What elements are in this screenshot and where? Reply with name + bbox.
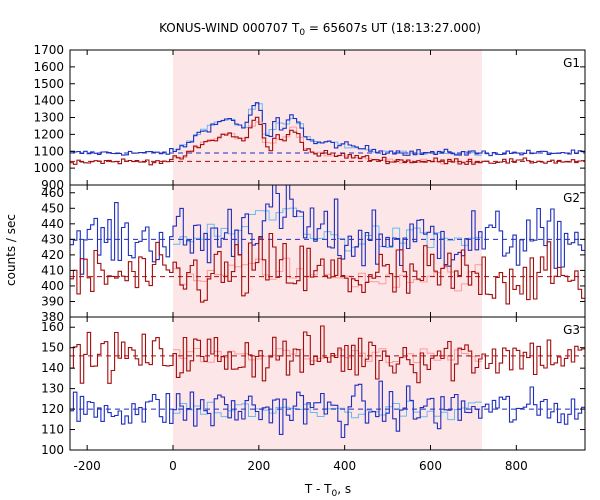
panel-g1: 900 1000 1100 1200 1300 1400 1500 1600 1700 G1 <box>33 43 586 192</box>
y-tick-label: 1000 <box>33 161 64 175</box>
y-tick-label: 1700 <box>33 43 64 57</box>
y-tick-label: 1100 <box>33 144 64 158</box>
panel-g2-red-series <box>70 232 585 305</box>
panel-g3-red-series <box>70 325 585 384</box>
panel-g2-red-fit <box>173 257 482 292</box>
panel-g3-blue-series <box>70 380 585 439</box>
panel-label-g2: G2 <box>563 191 580 205</box>
x-tick-label: 600 <box>419 459 442 473</box>
y-tick-label: 440 <box>41 217 64 231</box>
panel-g1-red-series <box>70 116 585 166</box>
y-tick-label: 1600 <box>33 60 64 74</box>
y-tick-label: 420 <box>41 248 64 262</box>
y-tick-label: 410 <box>41 263 64 277</box>
y-tick-label: 150 <box>41 341 64 355</box>
x-tick-label: 800 <box>505 459 528 473</box>
panel-label-g1: G1 <box>563 56 580 70</box>
panel-g3-frame <box>69 316 586 451</box>
y-tick-label: 1400 <box>33 94 64 108</box>
y-tick-label: 380 <box>41 310 64 324</box>
panel-g3: 100 110 120 130 140 150 160 G3 <box>41 316 586 457</box>
y-tick-label: 140 <box>41 361 64 375</box>
x-axis-label: T - T0, s <box>304 482 351 499</box>
y-tick-label: 900 <box>41 178 64 192</box>
x-axis: -200 0 200 400 600 800 <box>74 459 528 473</box>
y-axis-label: counts / sec <box>4 214 18 286</box>
chart-title: KONUS-WIND 000707 T0 = 65607s UT (18:13:… <box>159 21 481 38</box>
y-tick-label: 1500 <box>33 77 64 91</box>
trigger-interval-shade <box>173 50 482 450</box>
y-tick-label: 1200 <box>33 127 64 141</box>
y-tick-label: 390 <box>41 294 64 308</box>
y-tick-label: 100 <box>41 443 64 457</box>
y-tick-label: 430 <box>41 232 64 246</box>
panel-label-g3: G3 <box>563 323 580 337</box>
x-tick-label: 0 <box>169 459 177 473</box>
y-tick-label: 160 <box>41 320 64 334</box>
y-tick-label: 110 <box>41 423 64 437</box>
panels-group: 900 1000 1100 1200 1300 1400 1500 1600 1700 G1 380… <box>33 43 586 457</box>
x-tick-label: 200 <box>247 459 270 473</box>
y-tick-label: 460 <box>41 186 64 200</box>
x-tick-label: 400 <box>333 459 356 473</box>
y-tick-label: 130 <box>41 382 64 396</box>
x-tick-label: -200 <box>74 459 101 473</box>
y-tick-label: 120 <box>41 402 64 416</box>
panel-g1-blue-series <box>70 102 585 157</box>
y-tick-label: 450 <box>41 201 64 215</box>
y-tick-label: 400 <box>41 279 64 293</box>
y-tick-label: 1300 <box>33 111 64 125</box>
